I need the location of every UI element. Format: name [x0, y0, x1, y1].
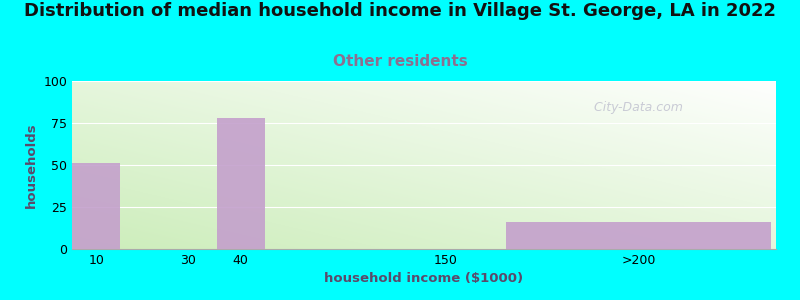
Text: Distribution of median household income in Village St. George, LA in 2022: Distribution of median household income … [24, 2, 776, 20]
Bar [72, 163, 120, 249]
Text: City-Data.com: City-Data.com [586, 101, 682, 114]
Bar [217, 118, 265, 249]
Text: Other residents: Other residents [333, 54, 467, 69]
Y-axis label: households: households [25, 122, 38, 208]
X-axis label: household income ($1000): household income ($1000) [325, 272, 523, 285]
Bar [506, 222, 771, 249]
